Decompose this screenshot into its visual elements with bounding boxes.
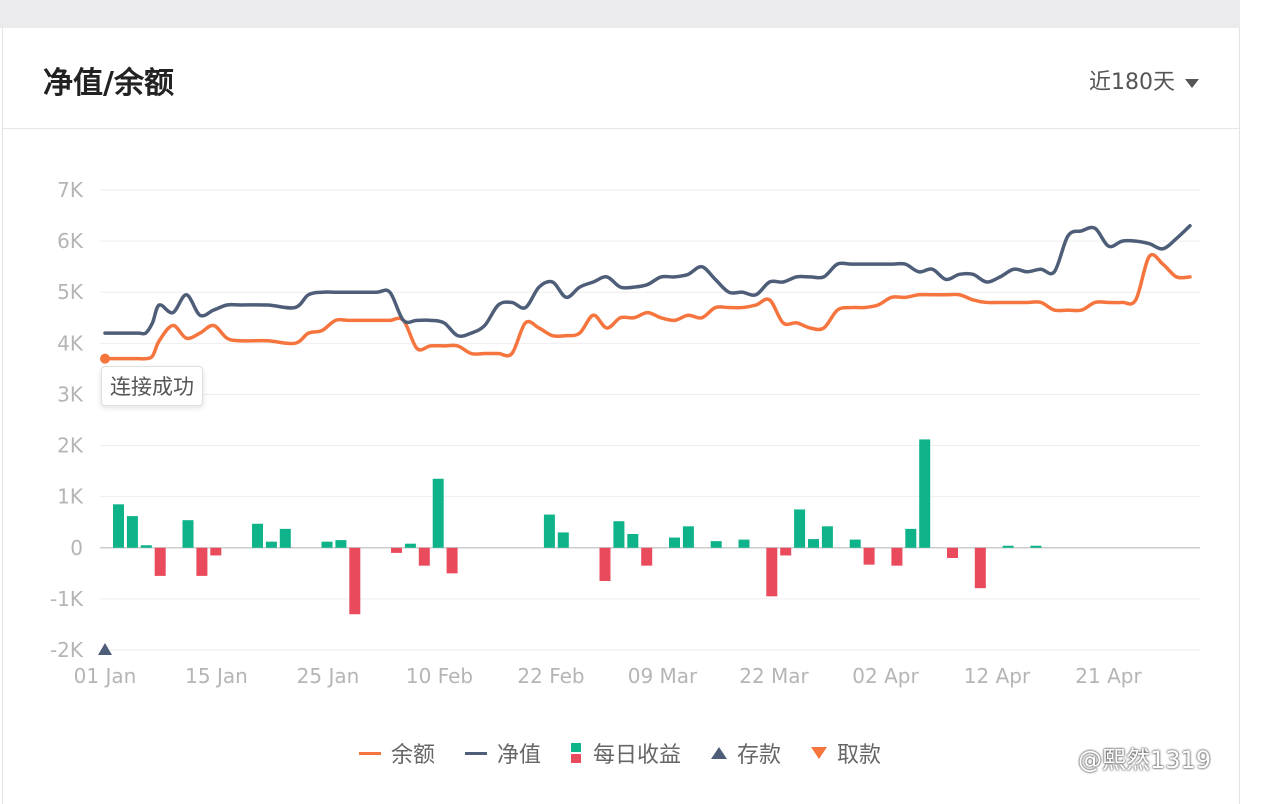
y-tick-label: 3K: [57, 382, 84, 406]
daily-gain-bar: [919, 439, 931, 548]
x-tick-label: 01 Jan: [74, 664, 137, 688]
daily-gain-bar: [808, 539, 819, 548]
x-tick-label: 10 Feb: [406, 664, 473, 688]
daily-gain-bar: [557, 532, 569, 548]
daily-gain-bar: [821, 526, 833, 548]
daily-gain-bar: [335, 540, 347, 548]
daily-gain-bar: [891, 547, 903, 566]
x-tick-label: 25 Jan: [297, 664, 360, 688]
daily-gain-bar: [974, 547, 986, 589]
daily-gain-bar: [669, 537, 680, 548]
x-tick-label: 22 Feb: [517, 664, 584, 688]
nav-line-swatch: [464, 751, 487, 755]
y-tick-label: 1K: [57, 485, 84, 509]
legend-item-deposit[interactable]: 存款: [711, 736, 781, 770]
nav-balance-card: 净值/余额 近180天: [2, 28, 1240, 804]
range-label: 近180天: [1089, 70, 1175, 95]
bar-swatch-icon: [570, 743, 583, 763]
daily-gain-bar: [321, 541, 333, 548]
x-tick-label: 22 Mar: [739, 664, 809, 688]
chart: -2K -1K 0 1K 2K 3K 4K 5K 6K 7K 01 Jan 15 Jan 25 Jan 1…: [50, 178, 1200, 688]
card-header: 净值/余额 近180天: [3, 28, 1239, 129]
legend-item-daily-gain[interactable]: 每日收益: [570, 736, 681, 770]
daily-gain-bar: [543, 514, 555, 548]
x-tick-label: 02 Apr: [852, 664, 919, 688]
daily-gain-bar: [947, 547, 958, 558]
daily-gain-bar: [766, 547, 778, 597]
daily-gain-bar: [682, 526, 694, 548]
daily-gain-bar: [446, 547, 458, 574]
legend-item-nav[interactable]: 净值: [464, 736, 541, 770]
y-tick-label: 0: [70, 536, 83, 560]
daily-gain-bar: [1030, 545, 1042, 548]
daily-gain-bar: [265, 541, 277, 548]
y-tick-label: -2K: [50, 638, 84, 662]
balance-start-dot: [100, 353, 110, 364]
daily-gain-bar: [196, 547, 208, 576]
daily-gain-bar: [126, 516, 138, 548]
daily-gain-bar: [140, 545, 152, 548]
daily-gain-bar: [863, 547, 875, 565]
daily-gain-bar: [849, 539, 861, 548]
daily-gain-bar: [905, 528, 917, 548]
daily-gain-bar: [154, 547, 166, 576]
daily-gain-bar: [641, 547, 653, 566]
daily-gain-bar: [252, 523, 263, 548]
legend-label-nav: 净值: [496, 743, 541, 768]
y-tick-label: 2K: [57, 434, 84, 458]
daily-gain-bar: [418, 547, 430, 566]
legend-label-daily-gain: 每日收益: [592, 743, 681, 768]
caret-down-icon: [1185, 78, 1199, 88]
balance-line: [103, 252, 1192, 361]
balance-line-swatch: [358, 751, 381, 755]
daily-gain-bar: [627, 533, 639, 548]
legend: 余额 净值 每日收益 存款 取款: [0, 736, 1240, 770]
y-tick-label: 7K: [57, 178, 84, 202]
legend-item-balance[interactable]: 余额: [358, 736, 435, 770]
daily-gain-bar: [279, 528, 291, 548]
nav-line: [103, 224, 1192, 338]
daily-gain-bar: [113, 504, 124, 548]
deposit-marker: [98, 643, 112, 655]
x-tick-label: 12 Apr: [964, 664, 1031, 688]
daily-gain-bar: [738, 539, 750, 548]
daily-gain-bar: [599, 547, 611, 581]
daily-gain-bar: [391, 547, 402, 553]
y-tick-label: 4K: [57, 331, 84, 355]
daily-gain-bar: [1002, 545, 1014, 548]
watermark: @熙然1319: [1078, 746, 1212, 774]
daily-gain-bar: [349, 547, 361, 615]
legend-label-deposit: 存款: [737, 743, 782, 768]
y-tick-label: 5K: [57, 280, 84, 304]
daily-gain-bar: [182, 520, 194, 548]
triangle-down-icon: [811, 747, 828, 759]
daily-gain-bar: [404, 543, 416, 548]
triangle-up-icon: [711, 747, 727, 759]
x-tick-label: 21 Apr: [1075, 664, 1142, 688]
x-tick-label: 09 Mar: [628, 664, 698, 688]
daily-gain-bar: [710, 541, 722, 548]
card-title: 净值/余额: [43, 66, 174, 101]
daily-gain-bar: [794, 509, 806, 548]
y-tick-label: -1K: [50, 587, 84, 611]
daily-gain-bar: [613, 521, 625, 548]
top-bar: [0, 0, 1240, 28]
legend-label-withdraw: 取款: [837, 743, 882, 768]
legend-item-withdraw[interactable]: 取款: [811, 736, 881, 770]
y-tick-label: 6K: [57, 229, 84, 253]
tooltip: 连接成功: [101, 366, 203, 406]
range-dropdown[interactable]: 近180天: [1089, 64, 1199, 96]
x-tick-label: 15 Jan: [185, 664, 248, 688]
daily-gain-bar: [210, 547, 222, 556]
daily-gain-bar: [432, 478, 444, 548]
daily-gain-bar: [780, 547, 792, 556]
legend-label-balance: 余额: [390, 743, 435, 768]
